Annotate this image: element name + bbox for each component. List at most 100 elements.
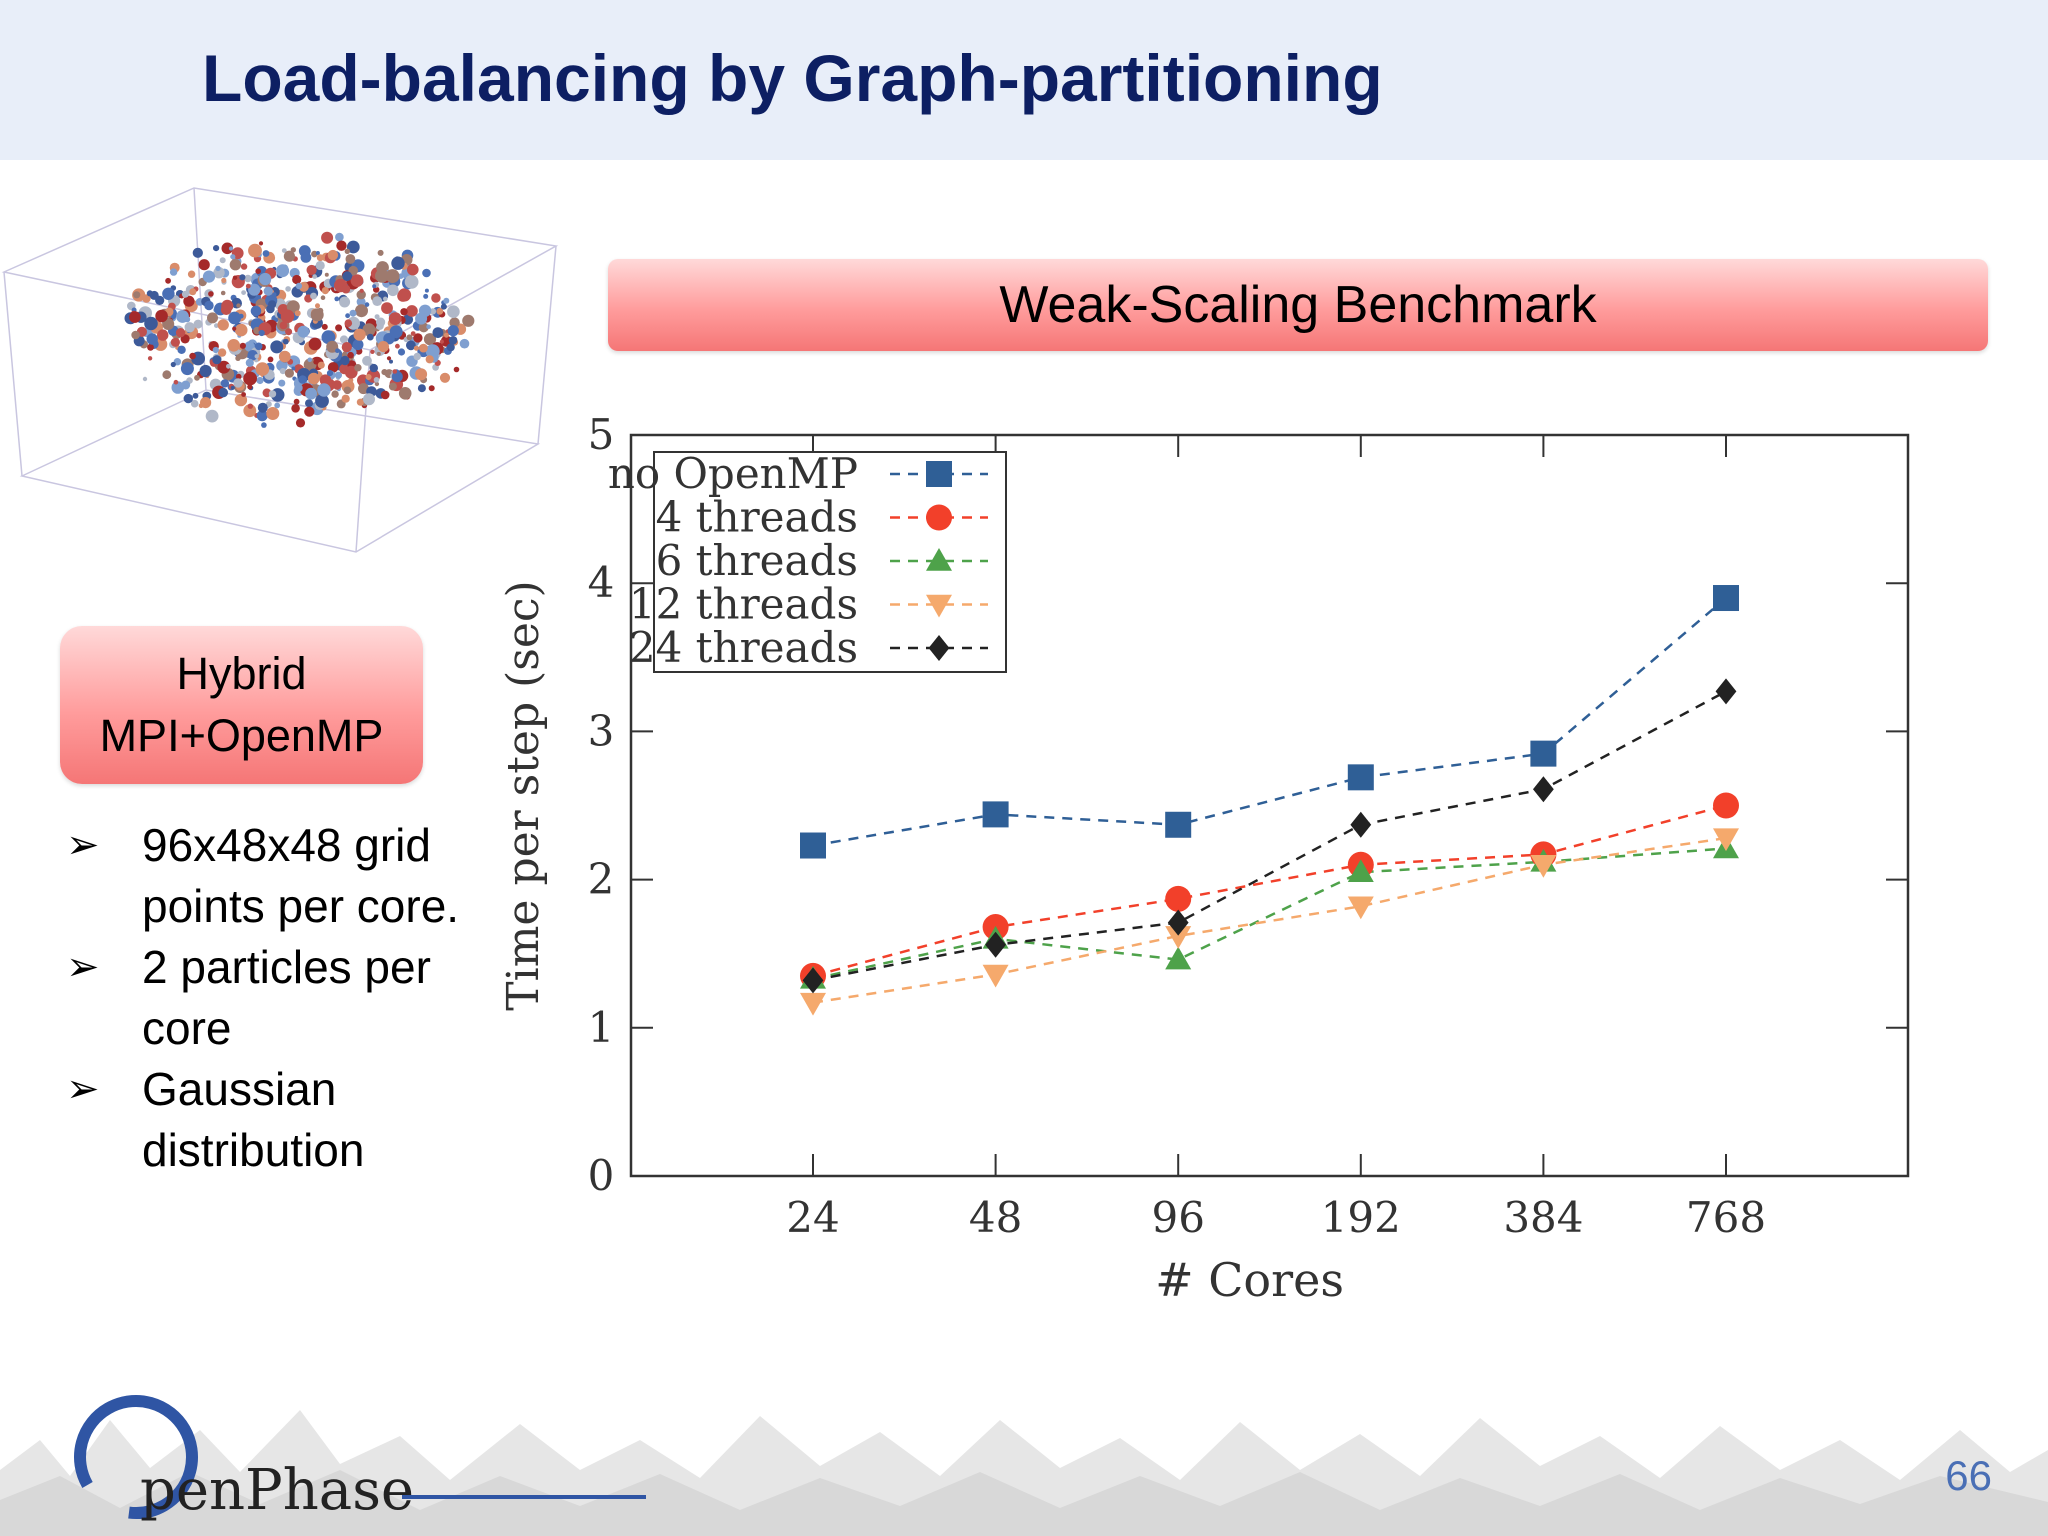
particle-dot	[133, 291, 141, 299]
particle-dot	[336, 240, 347, 251]
bullet-item: ➢ 2 particles per core	[60, 937, 500, 1059]
particle-dot	[389, 325, 403, 339]
particle-dot	[183, 295, 195, 307]
particle-dot	[335, 348, 340, 353]
particle-dot	[245, 283, 251, 289]
particle-dot	[432, 327, 444, 338]
logo-wordmark: penPhase	[140, 1458, 415, 1523]
particle-dot	[274, 402, 281, 409]
particle-dot	[146, 290, 153, 297]
particle-dot	[335, 232, 344, 242]
legend-label: no OpenMP	[608, 449, 858, 498]
bullet-text: Gaussian distribution	[142, 1063, 365, 1176]
particle-dot	[380, 390, 390, 400]
particle-dot	[300, 252, 312, 263]
bullet-text: 2 particles per core	[142, 941, 431, 1054]
particle-dot	[339, 296, 351, 308]
particle-dot	[407, 263, 419, 276]
y-tick-label: 0	[588, 1151, 615, 1200]
particle-dot	[235, 373, 242, 380]
particle-dot	[363, 393, 375, 406]
particle-dot	[247, 403, 253, 409]
particle-dot	[313, 359, 319, 365]
y-tick-label: 5	[588, 410, 615, 459]
slide-title: Load-balancing by Graph-partitioning	[202, 41, 1383, 115]
particle-dot	[243, 371, 257, 386]
data-point	[1347, 764, 1374, 791]
particle-dot	[335, 324, 343, 332]
particle-dot	[315, 394, 329, 408]
particle-dot	[177, 345, 186, 354]
particle-dot	[345, 254, 356, 264]
particle-dot	[397, 288, 412, 302]
particle-dot	[220, 290, 226, 296]
particle-dot	[212, 355, 222, 365]
particle-dot	[162, 370, 172, 380]
particle-cloud-illustration	[1, 187, 559, 553]
particle-dot	[198, 403, 204, 409]
particle-dot	[240, 395, 247, 402]
arrow-bullet-icon: ➢	[66, 823, 100, 867]
bullet-item: ➢ 96x48x48 grid points per core.	[60, 815, 500, 937]
particle-dot	[366, 333, 374, 341]
particle-dot	[426, 324, 431, 329]
particle-dot	[291, 366, 296, 371]
particle-dot	[344, 365, 358, 379]
particle-dot	[259, 272, 272, 286]
particle-dot	[388, 312, 402, 325]
particle-dot	[263, 286, 273, 296]
data-point	[1715, 678, 1737, 705]
particle-dot	[208, 291, 214, 297]
particle-dot	[129, 311, 141, 323]
particle-dot	[419, 343, 428, 353]
particle-dot	[343, 386, 352, 395]
legend-label: 4 threads	[656, 493, 858, 542]
particle-dot	[415, 368, 428, 381]
particle-dot	[171, 381, 185, 394]
particle-dot	[321, 323, 328, 330]
particle-dot	[220, 379, 230, 388]
particle-dot	[283, 250, 295, 262]
legend-marker	[926, 548, 952, 571]
particle-dot	[196, 333, 202, 339]
slide-header: Load-balancing by Graph-partitioning	[0, 0, 2048, 160]
bullet-item: ➢ Gaussian distribution	[60, 1059, 500, 1181]
legend-label: 24 threads	[629, 623, 858, 672]
data-point	[1165, 946, 1192, 970]
particle-dot	[189, 352, 196, 360]
particle-dot	[295, 418, 306, 428]
particle-dot	[304, 406, 315, 417]
particle-dot	[410, 331, 416, 336]
particle-dot	[256, 410, 268, 422]
particle-dot	[142, 376, 148, 382]
particle-dot	[306, 264, 317, 276]
particle-dot	[439, 372, 451, 383]
particle-dot	[298, 375, 307, 384]
particle-dot	[381, 369, 388, 376]
data-point	[1347, 896, 1374, 920]
particle-dot	[194, 374, 200, 381]
particle-dot	[440, 303, 447, 310]
particle-dot	[227, 339, 240, 352]
particle-dot	[356, 290, 366, 300]
y-tick-label: 4	[588, 558, 615, 607]
particle-dot	[157, 329, 169, 341]
particle-dot	[268, 300, 277, 309]
data-point	[1713, 585, 1739, 612]
data-point	[1347, 859, 1374, 882]
particle-dot	[447, 325, 459, 337]
particle-dot	[413, 333, 423, 343]
particle-dot	[220, 304, 232, 315]
particle-dot	[257, 402, 268, 413]
particle-dot	[234, 323, 248, 337]
particle-dot	[279, 368, 286, 375]
particle-dot	[326, 340, 339, 353]
benchmark-banner-label: Weak-Scaling Benchmark	[999, 276, 1597, 334]
particle-dot	[418, 322, 429, 333]
particle-dot	[321, 231, 334, 244]
particle-dot	[183, 393, 193, 404]
particle-dot	[305, 399, 313, 408]
particle-dot	[392, 369, 398, 374]
particle-dot	[297, 325, 310, 338]
particle-dot	[365, 374, 372, 380]
